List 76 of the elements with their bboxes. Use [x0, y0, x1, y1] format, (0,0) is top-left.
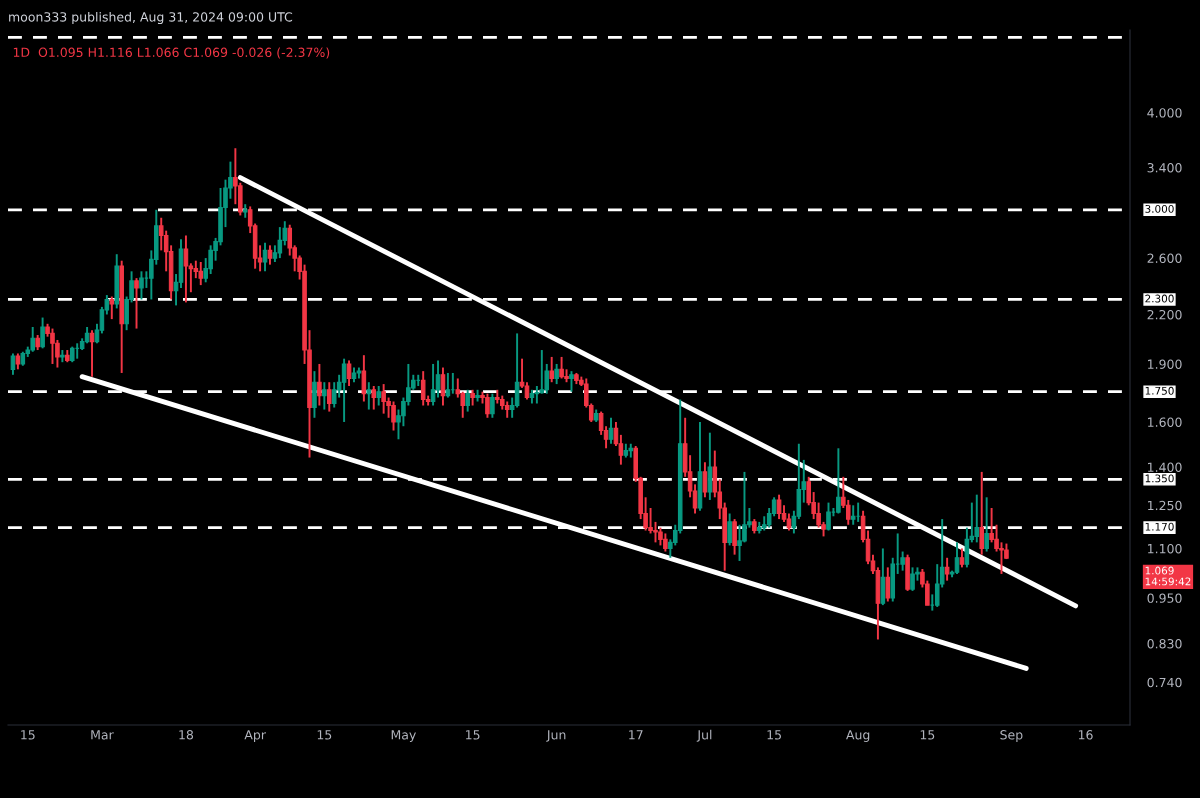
ref-line-label: 1.350	[1145, 474, 1174, 483]
text: 1.069	[1145, 566, 1174, 575]
ref-line-label: 1.750	[1145, 386, 1174, 395]
y-tick-label: 0.740	[1147, 677, 1182, 688]
candlestick	[430, 362, 436, 407]
candlestick	[836, 447, 841, 515]
candlestick	[732, 518, 737, 556]
ref-line-label: 2.300	[1145, 294, 1174, 303]
candlestick	[341, 357, 347, 423]
candlestick	[10, 352, 16, 376]
candlestick	[984, 496, 989, 553]
ref-line-label: 3.000	[1145, 204, 1174, 213]
candlestick	[465, 388, 470, 413]
x-tick-label: 15	[920, 730, 935, 740]
candlestick	[826, 501, 831, 532]
x-tick-label: 15	[317, 730, 332, 740]
x-tick-label: Jun	[546, 730, 566, 742]
x-tick-label: 16	[1078, 730, 1093, 740]
candlestick	[549, 355, 554, 384]
x-tick-label: Mar	[91, 730, 114, 740]
candlestick	[326, 381, 332, 413]
x-tick-label: May	[391, 730, 416, 742]
candlestick	[490, 392, 495, 419]
x-tick-label: 17	[629, 730, 643, 740]
candlestick	[445, 371, 451, 399]
x-tick-label: Jul	[696, 729, 712, 742]
candlestick	[262, 241, 268, 273]
y-tick-label: 1.250	[1148, 500, 1182, 511]
candlestick	[954, 541, 960, 575]
y-tick-label: 1.600	[1148, 417, 1182, 427]
chart-subtitle: moon333 published, Aug 31, 2024 09:00 UTC	[9, 11, 293, 25]
y-tick-label: 1.100	[1148, 543, 1182, 554]
candlestick	[317, 362, 322, 407]
y-tick-label: 0.950	[1147, 593, 1182, 603]
x-tick-label: 15	[767, 730, 781, 740]
candlestick	[727, 512, 732, 547]
candlestick	[944, 556, 950, 582]
candlestick	[134, 277, 139, 330]
text: 14:59:42	[1145, 577, 1191, 586]
candlestick	[569, 370, 574, 393]
candlestick	[40, 316, 45, 350]
candlestick	[267, 244, 273, 266]
candlestick	[850, 504, 856, 526]
ref-line-label: 1.170	[1145, 522, 1174, 531]
candlestick	[959, 547, 965, 569]
candlestick	[287, 223, 293, 257]
y-tick-label: 2.200	[1147, 309, 1182, 320]
x-tick-label: 18	[179, 730, 194, 740]
candlestick	[322, 381, 327, 411]
candlestick	[361, 354, 367, 403]
y-tick-label: 3.400	[1147, 163, 1182, 173]
x-tick-label: Aug	[846, 730, 870, 742]
y-tick-label: 4.000	[1147, 108, 1182, 118]
candlestick	[366, 381, 372, 411]
candlestick	[845, 498, 851, 526]
x-tick-label: 15	[466, 730, 480, 740]
candlestick	[109, 295, 115, 321]
x-tick-label: Sep	[1000, 730, 1023, 742]
x-tick-label: 15	[21, 730, 35, 740]
y-tick-label: 1.400	[1148, 462, 1182, 472]
y-tick-label: 2.600	[1147, 253, 1182, 264]
candlestick	[371, 385, 377, 411]
candlestick	[376, 385, 381, 407]
y-tick-label: 0.830	[1147, 638, 1182, 649]
candlestick	[277, 226, 283, 260]
y-tick-label: 1.900	[1148, 359, 1182, 369]
candlestick	[702, 461, 708, 499]
candlestick	[554, 362, 559, 386]
candlestick	[979, 470, 985, 556]
candlestick	[885, 566, 891, 603]
candlestick	[183, 234, 189, 304]
text: 1D O1.095 H1.116 L1.066 C1.069 -0.026 (-2.37%)	[13, 47, 330, 59]
candlestick	[346, 359, 352, 387]
candlestick	[139, 270, 144, 301]
x-tick-label: Apr	[244, 730, 266, 742]
candlestick	[776, 493, 782, 521]
